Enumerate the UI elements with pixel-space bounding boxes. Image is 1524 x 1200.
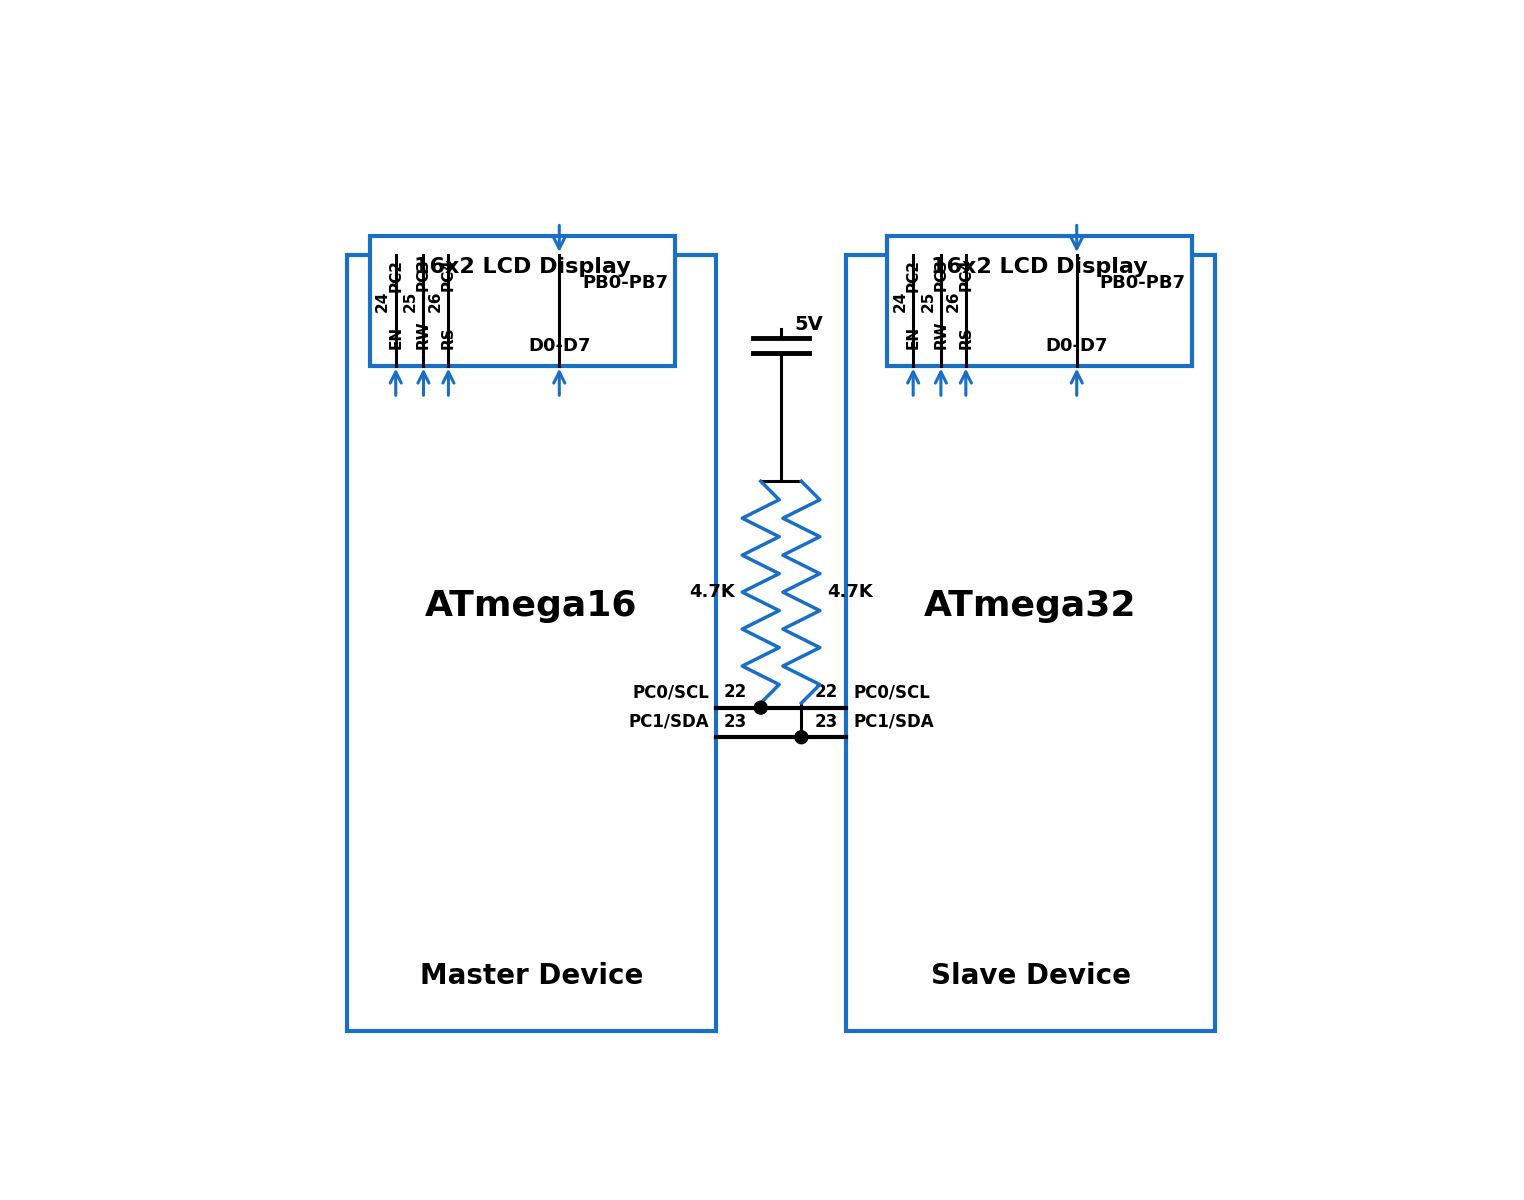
Text: Master Device: Master Device — [421, 961, 643, 990]
Text: 16x2 LCD Display: 16x2 LCD Display — [415, 257, 631, 277]
Text: PC1/SDA: PC1/SDA — [628, 713, 709, 731]
Text: RW: RW — [416, 320, 431, 349]
Text: 25: 25 — [402, 290, 418, 312]
Text: 25: 25 — [920, 290, 936, 312]
Text: ATmega32: ATmega32 — [924, 589, 1137, 623]
Text: Slave Device: Slave Device — [931, 961, 1131, 990]
Text: RS: RS — [959, 326, 974, 349]
Text: EN: EN — [905, 326, 920, 349]
Text: 16x2 LCD Display: 16x2 LCD Display — [931, 257, 1148, 277]
Text: PC0/SCL: PC0/SCL — [853, 683, 930, 701]
Text: 4.7K: 4.7K — [689, 583, 735, 601]
Text: 22: 22 — [815, 683, 838, 701]
FancyBboxPatch shape — [370, 236, 675, 366]
Text: PC4: PC4 — [440, 258, 456, 292]
Text: PC2: PC2 — [389, 258, 404, 292]
Text: RW: RW — [933, 320, 948, 349]
FancyBboxPatch shape — [846, 254, 1215, 1031]
Text: 26: 26 — [945, 290, 960, 312]
Text: RS: RS — [440, 326, 456, 349]
Text: 5V: 5V — [796, 314, 823, 334]
Text: PC2: PC2 — [905, 258, 920, 292]
Text: 23: 23 — [815, 713, 838, 731]
Text: 4.7K: 4.7K — [828, 583, 873, 601]
Text: PC0/SCL: PC0/SCL — [632, 683, 709, 701]
Text: PB0-PB7: PB0-PB7 — [582, 274, 669, 292]
Text: D0-D7: D0-D7 — [527, 337, 590, 355]
Circle shape — [796, 731, 808, 744]
Text: PC3: PC3 — [933, 258, 948, 292]
Text: 26: 26 — [428, 290, 443, 312]
Text: EN: EN — [389, 326, 404, 349]
Text: PC1/SDA: PC1/SDA — [853, 713, 934, 731]
Text: 24: 24 — [375, 290, 390, 312]
Text: D0-D7: D0-D7 — [1045, 337, 1108, 355]
Text: ATmega16: ATmega16 — [425, 589, 639, 623]
Text: 23: 23 — [724, 713, 747, 731]
Text: 22: 22 — [724, 683, 747, 701]
Circle shape — [754, 701, 767, 714]
Text: PB0-PB7: PB0-PB7 — [1100, 274, 1186, 292]
FancyBboxPatch shape — [347, 254, 716, 1031]
Text: PC3: PC3 — [416, 258, 431, 292]
Text: PC4: PC4 — [959, 258, 974, 292]
FancyBboxPatch shape — [887, 236, 1192, 366]
Text: 24: 24 — [893, 290, 908, 312]
